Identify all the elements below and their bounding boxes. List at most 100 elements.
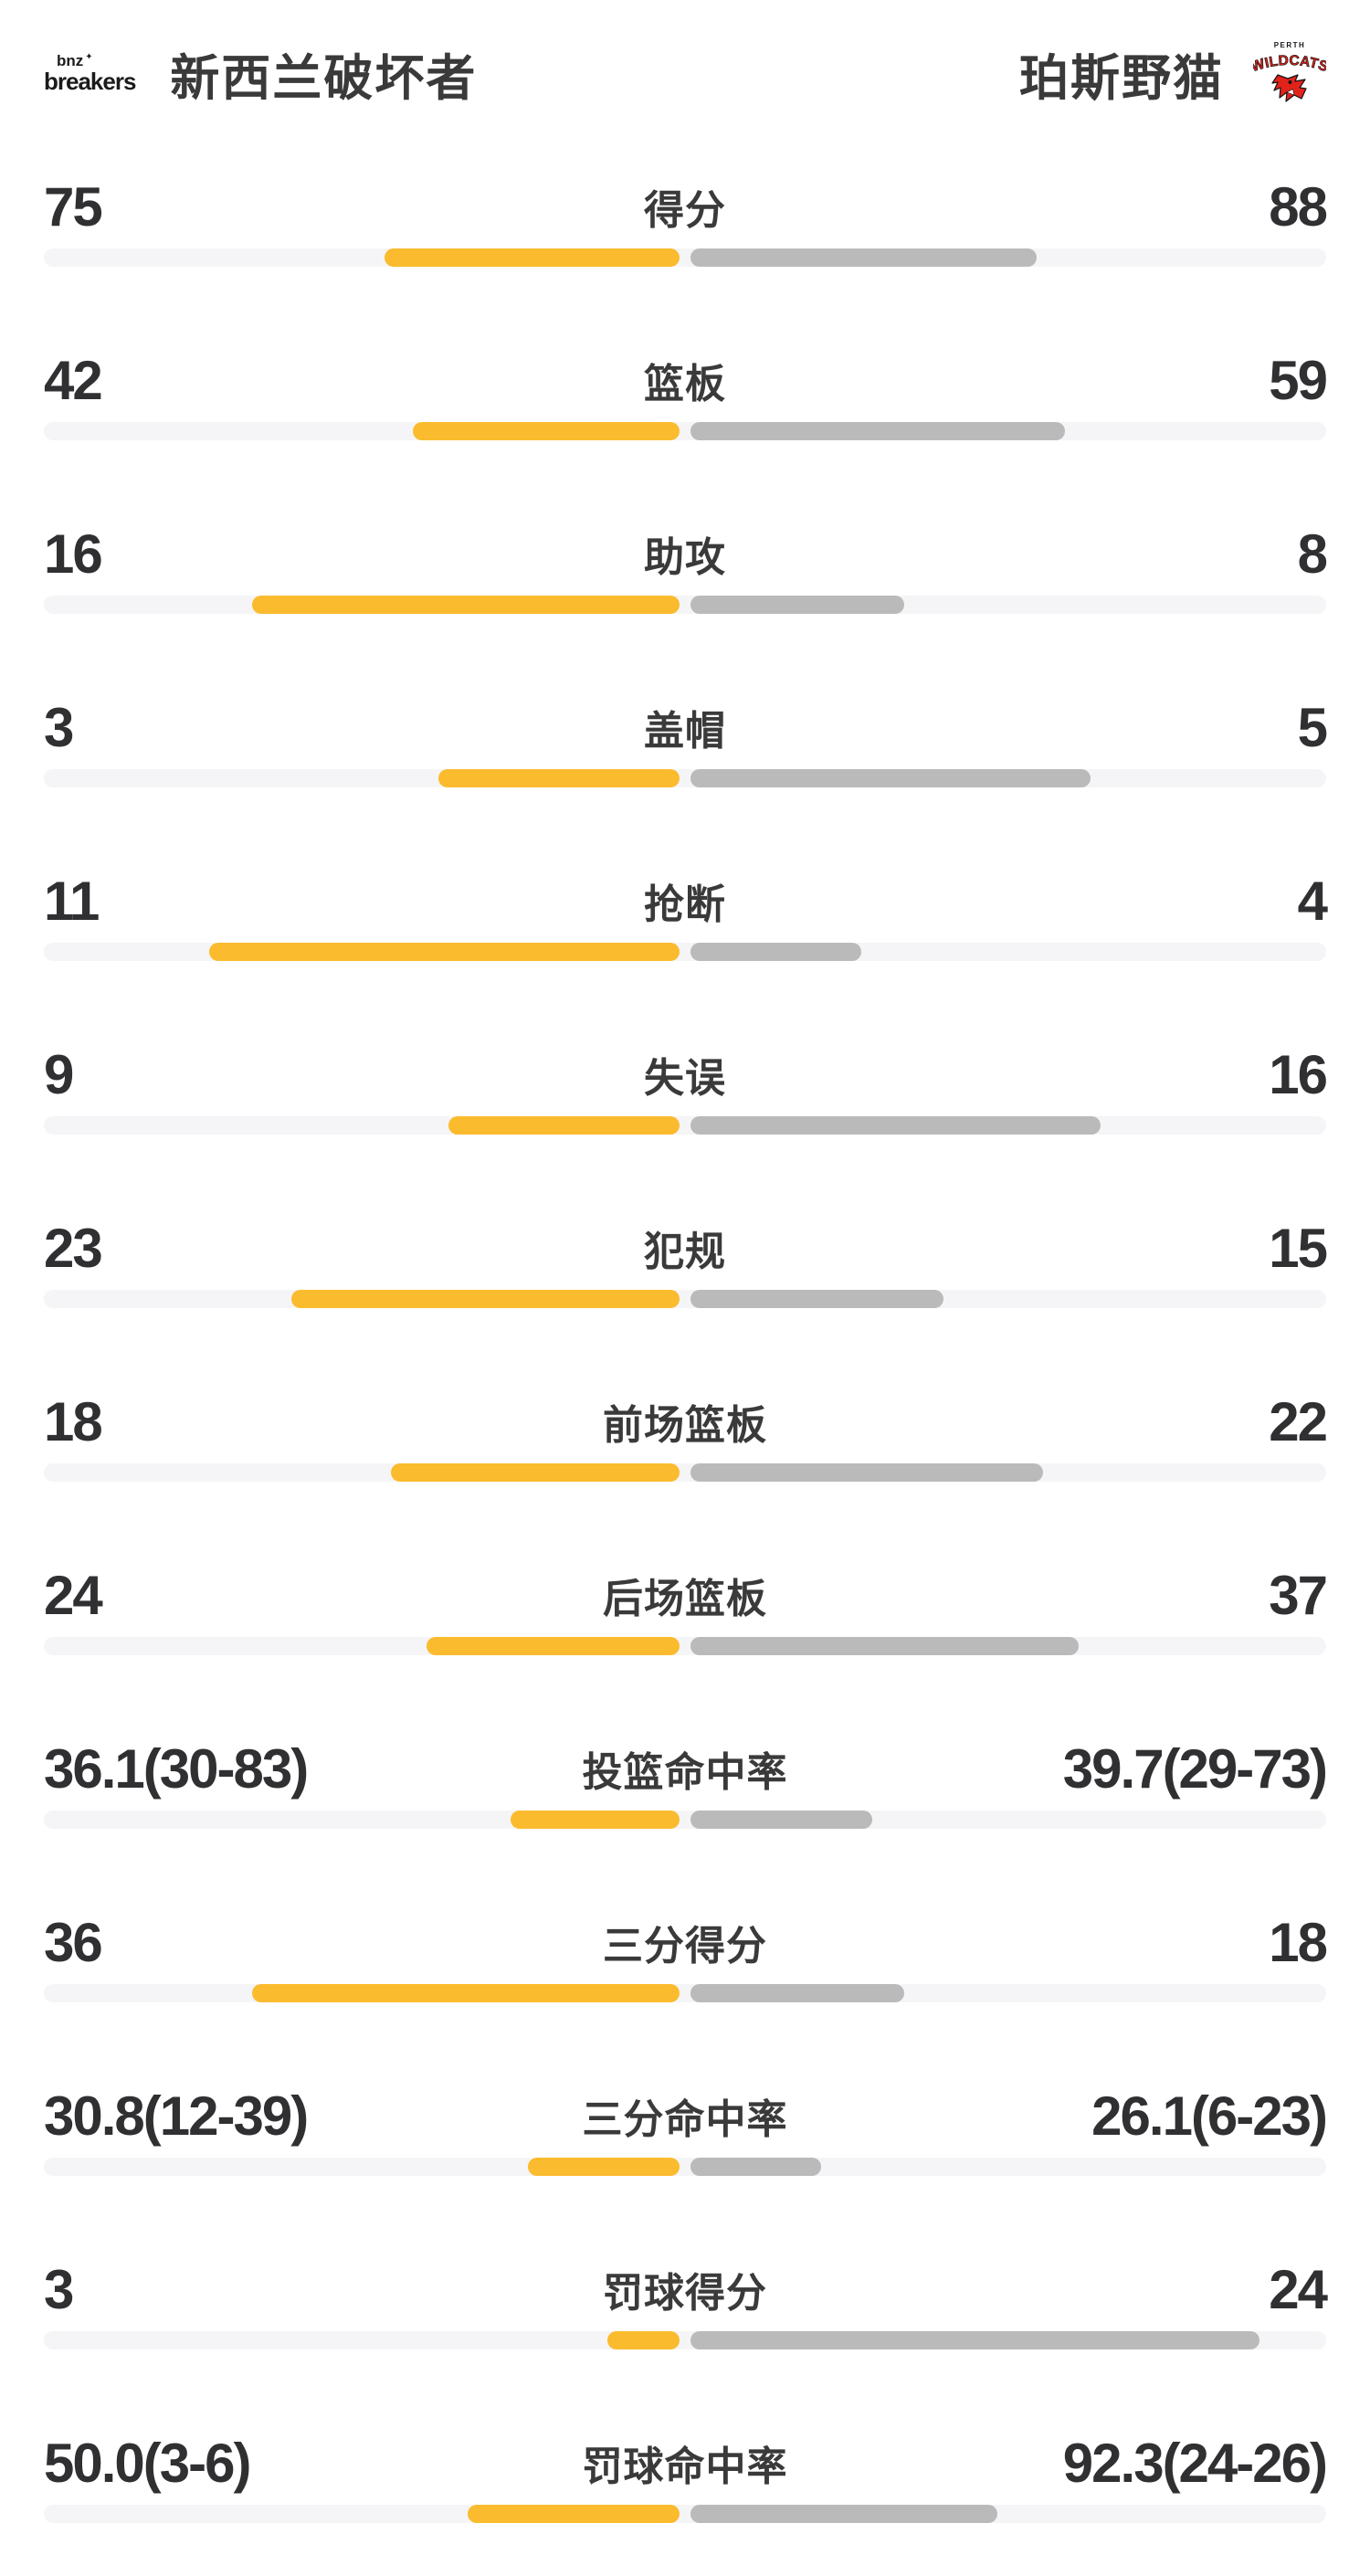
stat-row-textline: 3 盖帽 5 <box>44 694 1328 760</box>
away-value: 4 <box>1297 870 1328 932</box>
stat-row: 36 三分得分 18 <box>0 1909 1370 2055</box>
home-bar <box>252 596 680 614</box>
stat-row-textline: 24 后场篮板 37 <box>44 1562 1328 1628</box>
stat-row: 24 后场篮板 37 <box>0 1562 1370 1708</box>
breakers-logo-bnz-text: bnz ✦ <box>57 52 93 69</box>
away-value: 22 <box>1269 1390 1328 1452</box>
home-value: 42 <box>44 349 103 411</box>
home-value: 3 <box>44 696 74 758</box>
stat-row: 16 助攻 8 <box>0 521 1370 667</box>
stat-label: 后场篮板 <box>603 1577 767 1621</box>
bar-track <box>44 248 1326 267</box>
home-value: 23 <box>44 1217 103 1279</box>
stat-label: 前场篮板 <box>603 1403 767 1448</box>
away-bar <box>690 1290 943 1308</box>
stat-row: 75 得分 88 <box>0 174 1370 320</box>
stat-row-textline: 18 前场篮板 22 <box>44 1388 1328 1454</box>
away-bar <box>690 596 905 614</box>
home-value: 30.8(12-39) <box>44 2085 309 2147</box>
breakers-logo: bnz ✦ breakers <box>44 52 136 95</box>
stat-row-textline: 75 得分 88 <box>44 174 1328 239</box>
breakers-logo-wordmark: breakers <box>44 68 136 95</box>
home-value: 24 <box>44 1564 103 1626</box>
stat-row: 42 篮板 59 <box>0 347 1370 493</box>
bar-track <box>44 596 1326 614</box>
svg-text:WILDCATS: WILDCATS <box>1253 53 1326 75</box>
home-value: 11 <box>44 870 100 932</box>
stat-row: 3 罚球得分 24 <box>0 2256 1370 2402</box>
stat-row: 11 抢断 4 <box>0 868 1370 1014</box>
away-value: 18 <box>1269 1911 1328 1973</box>
stat-row-textline: 36.1(30-83) 投篮命中率 39.7(29-73) <box>44 1736 1328 1801</box>
away-bar <box>690 1116 1101 1135</box>
away-value: 8 <box>1297 523 1328 585</box>
home-bar <box>468 2505 680 2523</box>
home-value: 16 <box>44 523 103 585</box>
bar-track <box>44 769 1326 787</box>
away-value: 15 <box>1269 1217 1328 1279</box>
stat-row: 18 前场篮板 22 <box>0 1388 1370 1535</box>
stat-label: 三分得分 <box>603 1924 767 1969</box>
away-value: 26.1(6-23) <box>1091 2085 1328 2147</box>
away-bar <box>690 422 1065 440</box>
stat-row-textline: 16 助攻 8 <box>44 521 1328 586</box>
bar-track <box>44 1984 1326 2002</box>
stat-row-textline: 30.8(12-39) 三分命中率 26.1(6-23) <box>44 2083 1328 2148</box>
home-value: 50.0(3-6) <box>44 2432 251 2494</box>
away-value: 59 <box>1269 349 1328 411</box>
away-bar <box>690 769 1091 787</box>
stat-row-textline: 36 三分得分 18 <box>44 1909 1328 1975</box>
stat-label: 得分 <box>644 188 726 233</box>
stat-row-textline: 3 罚球得分 24 <box>44 2256 1328 2322</box>
home-bar <box>208 943 680 961</box>
home-value: 3 <box>44 2258 74 2320</box>
away-bar <box>690 248 1038 267</box>
away-bar <box>690 2331 1260 2349</box>
away-bar <box>690 1463 1044 1482</box>
stat-label: 盖帽 <box>644 709 726 754</box>
home-value: 18 <box>44 1390 103 1452</box>
away-team: 珀斯野猫 PERTH WILDCATS <box>1019 37 1326 110</box>
away-value: 16 <box>1269 1043 1328 1105</box>
home-value: 75 <box>44 175 103 238</box>
away-value: 37 <box>1269 1564 1328 1626</box>
away-team-name: 珀斯野猫 <box>1019 50 1224 106</box>
stat-label: 失误 <box>644 1056 726 1101</box>
bar-track <box>44 1637 1326 1655</box>
bar-track <box>44 943 1326 961</box>
home-bar <box>290 1290 680 1308</box>
away-value: 39.7(29-73) <box>1062 1737 1328 1800</box>
bar-track <box>44 2331 1326 2349</box>
stat-row: 9 失误 16 <box>0 1041 1370 1188</box>
stat-label: 助攻 <box>644 535 726 580</box>
away-bar <box>690 2505 997 2523</box>
wildcat-head-icon <box>1271 74 1307 102</box>
stat-row-textline: 50.0(3-6) 罚球命中率 92.3(24-26) <box>44 2430 1328 2496</box>
bar-track <box>44 1290 1326 1308</box>
stat-row: 30.8(12-39) 三分命中率 26.1(6-23) <box>0 2083 1370 2229</box>
stat-label: 投篮命中率 <box>582 1750 788 1795</box>
home-bar <box>510 1811 680 1829</box>
away-value: 88 <box>1269 175 1328 238</box>
stat-row-textline: 23 犯规 15 <box>44 1215 1328 1281</box>
stat-label: 三分命中率 <box>582 2097 788 2142</box>
stat-label: 抢断 <box>644 882 726 927</box>
stat-row: 50.0(3-6) 罚球命中率 92.3(24-26) <box>0 2430 1370 2576</box>
home-bar <box>391 1463 680 1482</box>
home-bar <box>252 1984 680 2002</box>
stat-label: 罚球命中率 <box>582 2444 788 2489</box>
stat-row-textline: 9 失误 16 <box>44 1041 1328 1107</box>
home-bar <box>607 2331 680 2349</box>
stat-label: 罚球得分 <box>603 2271 767 2316</box>
stat-row-textline: 42 篮板 59 <box>44 347 1328 413</box>
stat-row: 3 盖帽 5 <box>0 694 1370 840</box>
stat-label: 篮板 <box>644 362 726 406</box>
bar-track <box>44 1116 1326 1135</box>
match-header: bnz✦ breakers 新西兰破坏者 珀斯野猫 PERTH WILDCATS <box>0 0 1370 146</box>
wildcats-logo-city: PERTH <box>1274 41 1306 49</box>
away-value: 5 <box>1297 696 1328 758</box>
home-value: 36 <box>44 1911 103 1973</box>
home-bar <box>448 1116 680 1135</box>
away-value: 24 <box>1269 2258 1328 2320</box>
home-team-name: 新西兰破坏者 <box>170 50 478 106</box>
